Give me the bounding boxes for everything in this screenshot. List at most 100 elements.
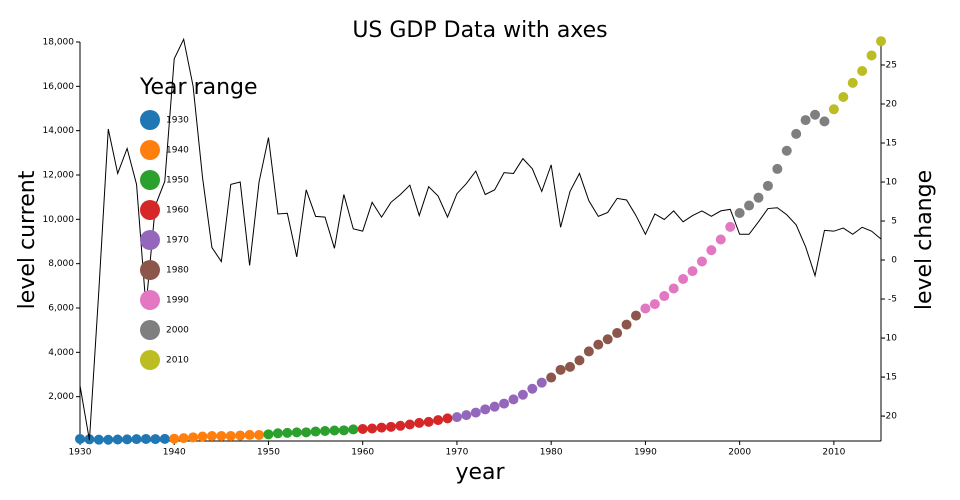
- point: [678, 273, 689, 284]
- point: [574, 355, 585, 366]
- legend-swatch: [140, 260, 160, 280]
- point: [583, 346, 594, 357]
- x-tick-label: 2010: [822, 448, 845, 458]
- point: [395, 420, 406, 431]
- point: [800, 115, 811, 126]
- legend-label: 1980: [166, 266, 189, 276]
- point: [197, 431, 208, 442]
- chart-title: US GDP Data with axes: [352, 18, 607, 43]
- point: [442, 413, 453, 424]
- point: [310, 426, 321, 437]
- point: [866, 50, 877, 61]
- x-tick-label: 1930: [69, 448, 92, 458]
- y-axis-label: level current: [15, 170, 40, 309]
- point: [819, 116, 830, 127]
- point: [376, 422, 387, 433]
- point: [612, 328, 623, 339]
- point: [348, 424, 359, 435]
- point: [404, 419, 415, 430]
- point: [150, 434, 161, 445]
- point: [649, 299, 660, 310]
- point: [367, 423, 378, 434]
- point: [131, 434, 142, 445]
- point: [602, 334, 613, 345]
- point: [338, 425, 349, 436]
- change-line: [79, 37, 882, 441]
- legend-label: 1950: [166, 176, 189, 186]
- y2-tick-label: 15: [886, 139, 897, 149]
- point: [433, 415, 444, 426]
- point: [621, 319, 632, 330]
- y-tick-label: 16,000: [43, 82, 75, 92]
- point: [876, 36, 886, 47]
- point: [244, 429, 255, 440]
- y-tick-label: 4,000: [48, 348, 74, 358]
- point: [272, 428, 283, 439]
- y-tick-label: 18,000: [43, 38, 75, 48]
- x-axis-label: year: [455, 460, 505, 485]
- point: [461, 410, 472, 421]
- y2-tick-label: -5: [888, 295, 897, 305]
- point: [536, 377, 547, 388]
- y-tick-label: 12,000: [43, 171, 75, 181]
- point: [753, 192, 764, 203]
- y-tick-label: 6,000: [48, 304, 74, 314]
- legend-label: 2000: [166, 326, 189, 336]
- point: [517, 389, 528, 400]
- point: [706, 245, 717, 256]
- x-tick-label: 1950: [257, 448, 280, 458]
- legend-swatch: [140, 170, 160, 190]
- point: [188, 432, 199, 443]
- legend-swatch: [140, 230, 160, 250]
- x-tick-label: 1960: [351, 448, 374, 458]
- point: [263, 429, 274, 440]
- legend-swatch: [140, 110, 160, 130]
- point: [555, 364, 566, 375]
- point: [744, 200, 755, 211]
- point: [838, 92, 849, 103]
- y2-tick-label: -15: [882, 373, 897, 383]
- legend-title: Year range: [139, 75, 258, 100]
- point: [734, 208, 745, 219]
- y2-tick-label: 0: [891, 256, 897, 266]
- point: [565, 361, 576, 372]
- point: [489, 401, 500, 412]
- point: [282, 427, 293, 438]
- legend-label: 1990: [166, 296, 189, 306]
- point: [508, 394, 519, 405]
- y-tick-label: 2,000: [48, 392, 74, 402]
- point: [178, 433, 189, 444]
- point: [546, 372, 557, 383]
- point: [206, 431, 217, 442]
- point: [385, 421, 396, 432]
- point: [687, 266, 698, 277]
- y-tick-label: 8,000: [48, 259, 74, 269]
- y2-tick-label: 5: [891, 217, 897, 227]
- point: [225, 430, 236, 441]
- point: [640, 303, 651, 314]
- point: [159, 433, 170, 444]
- point: [169, 433, 180, 444]
- y2-tick-label: 10: [886, 178, 898, 188]
- point: [451, 412, 462, 423]
- point: [291, 427, 302, 438]
- legend-label: 1940: [166, 146, 189, 156]
- point: [762, 180, 773, 191]
- y2-axis-label: level change: [912, 170, 937, 310]
- point: [659, 291, 670, 302]
- x-tick-label: 2000: [728, 448, 751, 458]
- point: [715, 234, 726, 245]
- legend-label: 1970: [166, 236, 189, 246]
- x-tick-label: 1940: [163, 448, 186, 458]
- legend-label: 2010: [166, 356, 189, 366]
- legend-swatch: [140, 320, 160, 340]
- point: [103, 434, 114, 445]
- x-tick-label: 1980: [540, 448, 563, 458]
- point: [791, 128, 802, 139]
- x-tick-label: 1970: [445, 448, 468, 458]
- point: [847, 77, 858, 88]
- point: [828, 104, 839, 115]
- legend-swatch: [140, 290, 160, 310]
- legend-swatch: [140, 350, 160, 370]
